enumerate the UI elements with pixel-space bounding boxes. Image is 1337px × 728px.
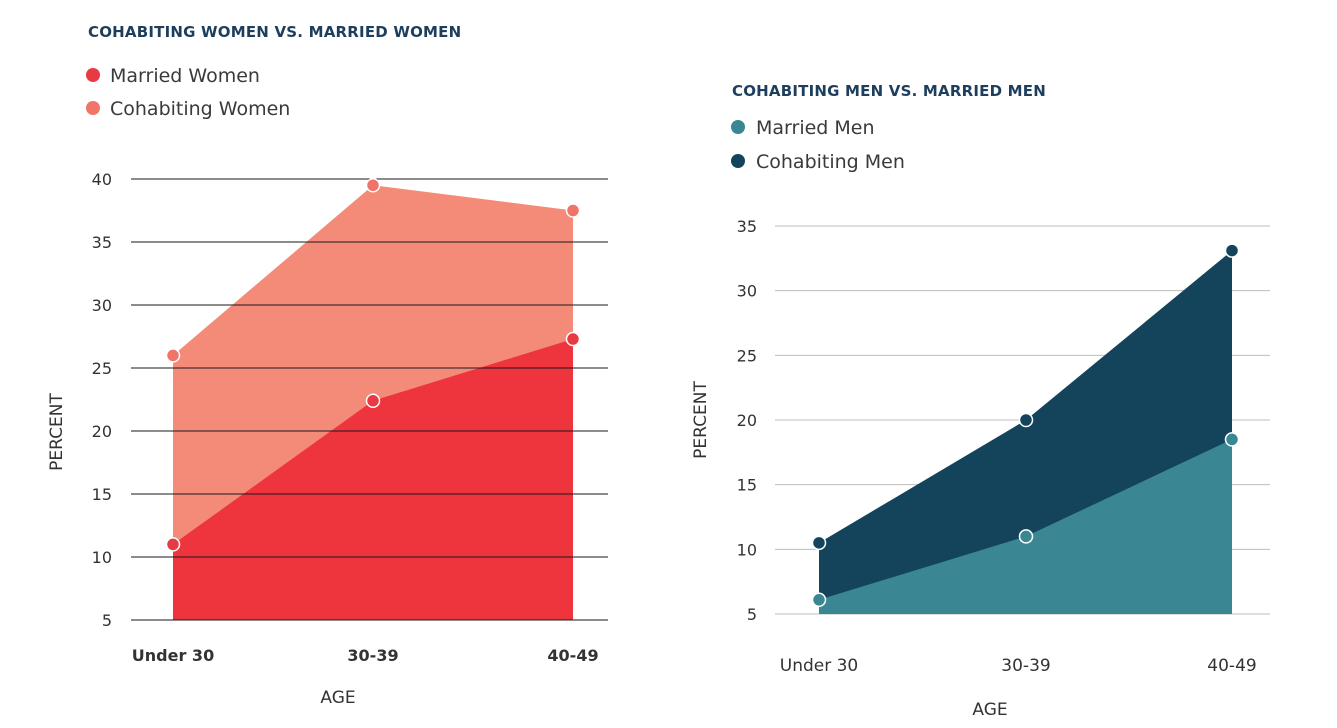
women-x-axis-title: AGE <box>320 688 355 708</box>
point-married-women-1 <box>365 393 381 409</box>
y-tick-label-20: 20 <box>737 411 757 430</box>
y-tick-label-10: 10 <box>92 548 112 567</box>
y-tick-label-25: 25 <box>737 346 757 365</box>
women-x-categories: Under 30 30-39 40-49 <box>132 646 599 665</box>
legend-label-cohabiting-women: Cohabiting Women <box>110 98 290 120</box>
point-cohabiting-men-1 <box>1018 412 1034 428</box>
legend-marker-married-women <box>86 68 100 82</box>
point-cohabiting-women-2 <box>565 203 581 218</box>
women-points <box>165 178 581 552</box>
point-cohabiting-men-2 <box>1224 243 1240 258</box>
y-tick-label-40: 40 <box>92 170 112 189</box>
x-tick-label-40-49: 40-49 <box>1207 656 1256 676</box>
women-chart-title: COHABITING WOMEN VS. MARRIED WOMEN <box>88 23 461 41</box>
area-married-women <box>173 339 573 620</box>
men-chart: COHABITING MEN VS. MARRIED MEN Married M… <box>691 82 1270 720</box>
legend-label-married-women: Married Women <box>110 65 260 87</box>
point-cohabiting-men-0 <box>811 535 827 551</box>
y-tick-label-10: 10 <box>737 540 757 559</box>
point-married-men-0 <box>811 592 827 608</box>
legend-marker-cohabiting-women <box>86 101 100 115</box>
men-x-axis-title: AGE <box>972 700 1007 720</box>
women-y-axis-title: PERCENT <box>47 393 67 471</box>
x-tick-label-30-39: 30-39 <box>1001 656 1050 676</box>
y-tick-label-15: 15 <box>737 476 757 495</box>
women-y-ticks: 5 10 15 20 25 30 35 40 <box>92 170 112 630</box>
men-y-ticks: 5 10 15 20 25 30 35 <box>737 217 757 624</box>
x-tick-label-under-30: Under 30 <box>132 646 214 665</box>
y-tick-label-30: 30 <box>737 282 757 301</box>
point-married-men-1 <box>1018 529 1034 544</box>
point-married-women-0 <box>165 537 181 552</box>
point-married-women-2 <box>565 331 581 347</box>
women-chart: COHABITING WOMEN VS. MARRIED WOMEN Marri… <box>47 23 608 708</box>
men-areas <box>819 250 1232 614</box>
legend-label-cohabiting-men: Cohabiting Men <box>756 151 905 173</box>
y-tick-label-15: 15 <box>92 485 112 504</box>
x-tick-label-under-30: Under 30 <box>780 656 859 676</box>
point-married-men-2 <box>1224 432 1240 447</box>
men-chart-title: COHABITING MEN VS. MARRIED MEN <box>732 82 1046 100</box>
x-tick-label-40-49: 40-49 <box>547 646 598 665</box>
x-tick-label-30-39: 30-39 <box>347 646 398 665</box>
men-y-axis-title: PERCENT <box>691 381 711 459</box>
men-points <box>811 243 1240 608</box>
y-tick-label-25: 25 <box>92 359 112 378</box>
area-married-men <box>819 439 1232 614</box>
legend-label-married-men: Married Men <box>756 117 875 139</box>
men-x-categories: Under 30 30-39 40-49 <box>780 656 1257 676</box>
y-tick-label-5: 5 <box>747 605 757 624</box>
men-legend: Married Men Cohabiting Men <box>731 117 905 173</box>
y-tick-label-5: 5 <box>102 611 112 630</box>
legend-marker-cohabiting-men <box>731 154 745 168</box>
point-cohabiting-women-0 <box>165 348 181 363</box>
women-legend: Married Women Cohabiting Women <box>86 65 290 120</box>
y-tick-label-35: 35 <box>737 217 757 236</box>
y-tick-label-20: 20 <box>92 422 112 441</box>
women-gridlines <box>131 178 608 621</box>
point-cohabiting-women-1 <box>365 178 381 193</box>
legend-marker-married-men <box>731 120 745 134</box>
y-tick-label-30: 30 <box>92 296 112 315</box>
y-tick-label-35: 35 <box>92 233 112 252</box>
